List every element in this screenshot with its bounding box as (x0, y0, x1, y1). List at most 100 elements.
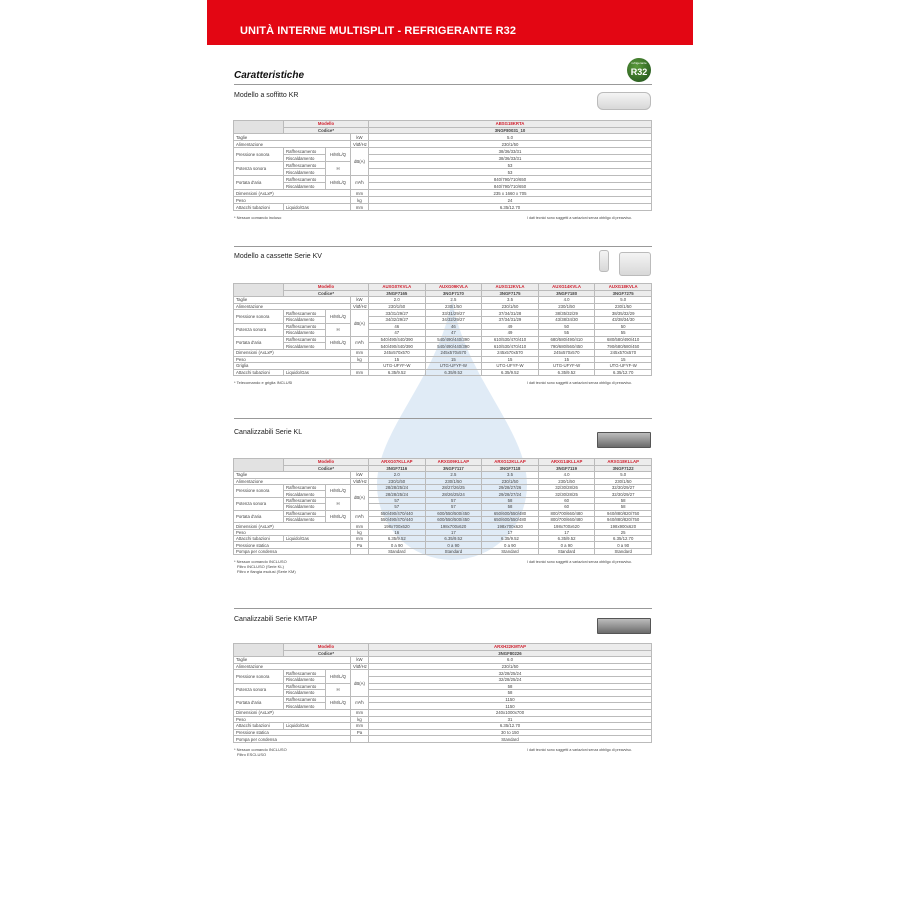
value-cell: 680/580/490/410 (537, 335, 596, 344)
value-cell: 33/31/29/27 (424, 309, 483, 317)
spec-table: Modello AUXG07KVLA AUXG09KVLA AUXG12KVLA AUX… (233, 282, 652, 377)
value-cell: 15 (424, 355, 483, 364)
table-row: Peso kg 24 (233, 196, 652, 205)
value-cell: 245x570x570 (481, 348, 539, 357)
value-cell: UTG-UFYF-W (594, 362, 652, 370)
product-code: 3NGF7122 (594, 464, 652, 473)
code-header: Codice* (283, 464, 369, 473)
row-level: H/M/L/Q (325, 695, 351, 710)
model-name: ARXG18KLLAP (594, 458, 652, 466)
value-cell: 230/1/50 (424, 302, 483, 311)
value-cell: 245x570x570 (424, 348, 483, 357)
section-title-kv: Modello a cassette Serie KV (234, 253, 322, 260)
value-cell: 47 (424, 329, 483, 337)
value-cell: 6.35/9.52 (481, 368, 539, 377)
value-cell: 38/35/32/29 (537, 309, 596, 317)
model-name: ABSG18KRTA (368, 120, 652, 128)
ducted-unit-image (597, 618, 651, 634)
row-level: H/M/L/Q (325, 147, 351, 163)
value-cell: 540/490/440/390 (368, 335, 426, 344)
spec-table: Modello ARXG07KLLAP ARXG09KLLAP ARXG12KLLAP… (233, 457, 652, 556)
row-unit: kW (350, 133, 369, 142)
value-cell: 15 (537, 355, 596, 364)
value-cell: 540/490/440/390 (424, 342, 483, 350)
table-row: Dimensioni (AxLxP) mm 240x1000x700 (233, 708, 652, 717)
value-cell: 46 (368, 322, 426, 331)
value-cell: 46 (424, 322, 483, 331)
value-cell: 230/1/50 (594, 477, 652, 486)
row-level: H (325, 322, 351, 337)
value-cell: 50 (537, 322, 596, 331)
row-label: Potenza sonora (233, 496, 284, 511)
table-row: Attacchi tubazioni Liquido/Gas mm 6.35/12.7… (233, 722, 652, 730)
row-sublabel: Liquido/Gas (283, 368, 351, 377)
header-banner: UNITÀ INTERNE MULTISPLIT - REFRIGERANTE … (207, 0, 693, 45)
value-cell: 3.5 (481, 296, 539, 304)
table-row: Griglia UTG-UFYF-W UTG-UFYF-W UTG-UFYF-W UTG… (233, 362, 652, 370)
row-label: Attacchi tubazioni (233, 722, 284, 730)
row-level: H/M/L/Q (325, 483, 351, 498)
cassette-unit-image (619, 252, 651, 276)
header-blank (233, 119, 284, 135)
row-unit: mm (350, 203, 369, 212)
value-cell: 55 (537, 329, 596, 337)
value-cell: Standard (594, 547, 652, 556)
footnote: * Nessun comando INCLUSO Filtro ESCLUSO (234, 747, 287, 757)
section-heading: Caratteristiche (234, 70, 305, 81)
row-label: Potenza sonora (233, 161, 284, 177)
row-unit (350, 735, 369, 743)
row-mode-label: Riscaldamento (283, 503, 326, 511)
value-cell: 245x570x570 (368, 348, 426, 357)
value-cell: Standard (481, 547, 539, 556)
row-mode-label: Raffrescamento (283, 682, 326, 691)
row-label: Alimentazione (233, 140, 351, 149)
row-level: H/M/L/Q (325, 309, 351, 324)
row-unit: mm (350, 708, 369, 717)
table-row: Riscaldamento 1150 (234, 702, 652, 710)
value-cell: 47 (368, 329, 426, 337)
footnote: * Nessun comando INCLUSO Filtro INCLUSO (… (234, 559, 296, 574)
row-unit: dB(A) (350, 669, 369, 697)
model-name: AUXG09KVLA (424, 283, 483, 291)
row-label: Portata d'aria (233, 695, 284, 710)
value-cell: 245x570x570 (537, 348, 596, 357)
value-cell: 31 (368, 715, 652, 724)
row-unit: mm (350, 368, 369, 377)
table-row: Taglie kW 5.0 (233, 133, 652, 142)
model-name: AUXG12KVLA (481, 283, 539, 291)
value-cell: 58 (368, 682, 652, 691)
row-mode-label: Raffrescamento (283, 309, 326, 317)
value-cell: 38/36/33/31 (368, 147, 652, 156)
row-label: Dimensioni (AxLxP) (233, 189, 351, 198)
value-cell: 32/28/25/24 (368, 669, 652, 677)
value-cell: 43/38/34/30 (594, 315, 652, 324)
product-code: 3NGF7170 (424, 289, 483, 298)
row-unit: V/Ø/Hz (350, 302, 369, 311)
disclaimer: I dati tecnici sono soggetti a variazion… (527, 560, 632, 564)
disclaimer: I dati tecnici sono soggetti a variazion… (527, 748, 632, 752)
row-label: Attacchi tubazioni (233, 368, 284, 377)
table-row: Pressione sonora Raffrescamento H/M/L/Q dB(… (233, 669, 652, 697)
header-blank (233, 282, 284, 298)
divider (234, 246, 652, 247)
table-row: Potenza sonora Raffrescamento H 46 46 49 50 50 (233, 322, 652, 337)
row-unit: kW (350, 471, 369, 479)
table-row: Riscaldamento 57 57 58 60 58 (234, 503, 652, 511)
row-label: Taglie (233, 656, 351, 664)
table-row: Pressione sonora Raffrescamento H/M/L/Q dB(… (233, 309, 652, 337)
section-title-kr: Modello a soffitto KR (234, 92, 299, 99)
row-level: H/M/L/Q (325, 335, 351, 350)
row-label: Peso (233, 196, 351, 205)
value-cell: 49 (481, 322, 539, 331)
row-unit: kg (350, 715, 369, 724)
product-code: 3NGF7175 (481, 289, 539, 298)
value-cell: 790/680/560/450 (537, 342, 596, 350)
row-mode-label: Raffrescamento (283, 175, 326, 184)
table-row: Riscaldamento 28/28/25/24 28/26/25/24 29/28… (234, 490, 652, 498)
row-unit: mm (350, 189, 369, 198)
table-row: Attacchi tubazioni Liquido/Gas mm 6.35/9.52… (233, 368, 652, 377)
value-cell: 58 (594, 503, 652, 511)
table-row: Potenza sonora Raffrescamento H 57 57 58 60 58 (233, 496, 652, 511)
value-cell: 2.5 (424, 296, 483, 304)
footnote-line: Filtro ESCLUSO (237, 752, 267, 757)
